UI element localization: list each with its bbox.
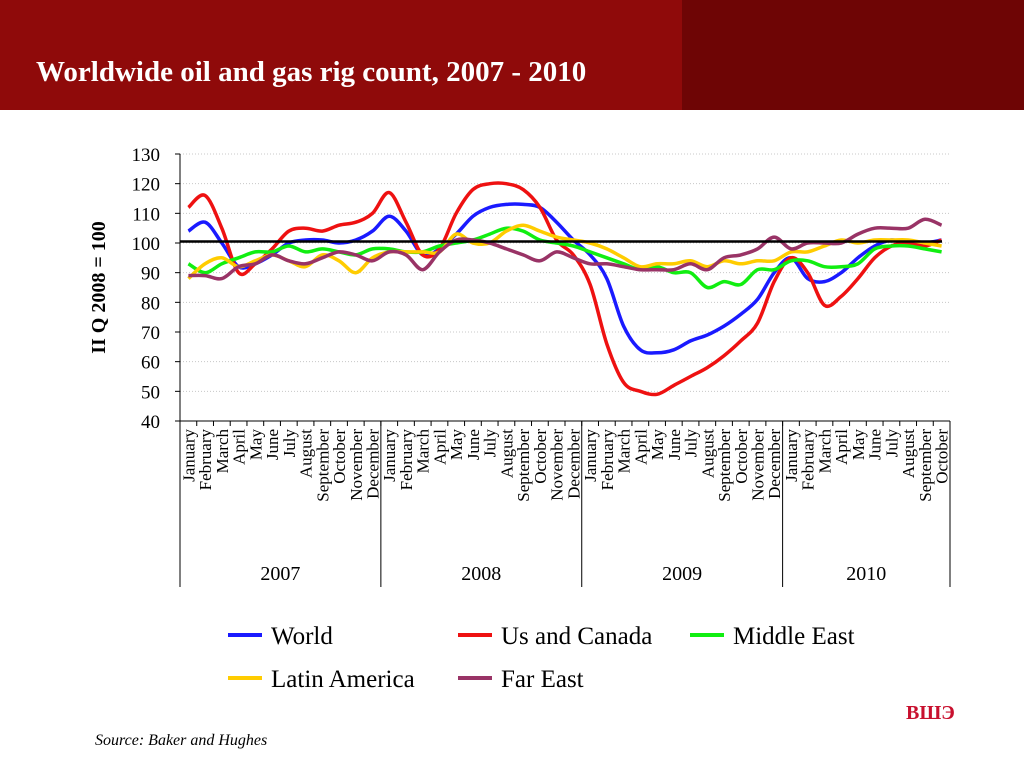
- month-label: June: [263, 429, 282, 460]
- legend-label-middle-east: Middle East: [733, 623, 855, 650]
- month-label: April: [430, 429, 449, 465]
- month-label: September: [313, 429, 332, 502]
- y-tick-label: 80: [141, 293, 160, 314]
- series-line-us-and-canada: [187, 181, 943, 397]
- month-label: November: [548, 429, 567, 501]
- month-label: November: [749, 429, 768, 501]
- month-label: December: [564, 429, 583, 499]
- month-label: September: [916, 429, 935, 502]
- month-label: October: [330, 429, 349, 484]
- y-tick-label: 60: [141, 353, 160, 374]
- month-label: October: [732, 429, 751, 484]
- month-label: June: [866, 429, 885, 460]
- month-label: January: [380, 429, 399, 482]
- legend-label-world: World: [271, 623, 333, 650]
- month-label: July: [481, 429, 500, 458]
- month-label: May: [849, 429, 868, 461]
- month-label: December: [364, 429, 383, 499]
- month-label: May: [246, 429, 265, 461]
- month-label: October: [531, 429, 550, 484]
- header-band: [0, 0, 682, 110]
- year-label: 2007: [260, 563, 300, 585]
- y-tick-label: 70: [141, 323, 160, 344]
- month-label: April: [631, 429, 650, 465]
- month-label: August: [698, 429, 717, 478]
- month-label: April: [832, 429, 851, 465]
- month-label: January: [179, 429, 198, 482]
- month-label: February: [196, 429, 215, 491]
- month-label: July: [280, 429, 299, 458]
- year-label: 2010: [846, 563, 886, 585]
- y-tick-label: 50: [141, 382, 160, 403]
- month-label: March: [414, 429, 433, 474]
- y-tick-label: 90: [141, 264, 160, 285]
- month-label: October: [933, 429, 952, 484]
- year-label: 2009: [662, 563, 702, 585]
- month-label: August: [297, 429, 316, 478]
- y-tick-label: 40: [141, 412, 160, 433]
- month-label: June: [665, 429, 684, 460]
- series-line-world: [187, 202, 942, 355]
- month-label: January: [782, 429, 801, 482]
- month-label: February: [799, 429, 818, 491]
- month-label: May: [648, 429, 667, 461]
- month-label: March: [615, 429, 634, 474]
- y-tick-label: 130: [132, 145, 161, 166]
- month-label: September: [715, 429, 734, 502]
- series-line-middle-east: [187, 226, 942, 290]
- month-label: July: [682, 429, 701, 458]
- legend-label-far-east: Far East: [501, 666, 584, 693]
- month-label: August: [899, 429, 918, 478]
- slide-title: Worldwide oil and gas rig count, 2007 - …: [36, 56, 587, 88]
- month-label: July: [882, 429, 901, 458]
- month-label: September: [514, 429, 533, 502]
- y-tick-label: 120: [132, 175, 161, 196]
- y-tick-label: 110: [132, 204, 160, 225]
- month-label: December: [765, 429, 784, 499]
- year-label: 2008: [461, 563, 501, 585]
- month-label: April: [230, 429, 249, 465]
- legend-label-us-and-canada: Us and Canada: [501, 623, 652, 650]
- month-label: February: [598, 429, 617, 491]
- month-label: May: [447, 429, 466, 461]
- month-label: August: [497, 429, 516, 478]
- month-label: February: [397, 429, 416, 491]
- source-note: Source: Baker and Hughes: [95, 732, 268, 749]
- y-axis-title: II Q 2008 = 100: [88, 221, 110, 354]
- y-tick-label: 100: [132, 234, 161, 255]
- header-band-accent: [682, 0, 1024, 110]
- month-label: November: [347, 429, 366, 501]
- legend-label-latin-america: Latin America: [271, 666, 415, 693]
- month-label: March: [213, 429, 232, 474]
- month-label: June: [464, 429, 483, 460]
- month-label: March: [815, 429, 834, 474]
- brand-logo: ВШЭ: [906, 702, 955, 724]
- month-label: January: [581, 429, 600, 482]
